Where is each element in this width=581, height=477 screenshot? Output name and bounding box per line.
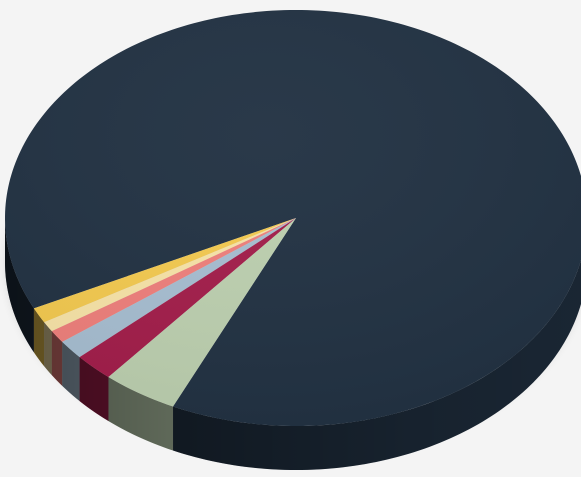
pie-top-sheen: [5, 10, 581, 426]
pie-side-shading: [5, 218, 581, 470]
